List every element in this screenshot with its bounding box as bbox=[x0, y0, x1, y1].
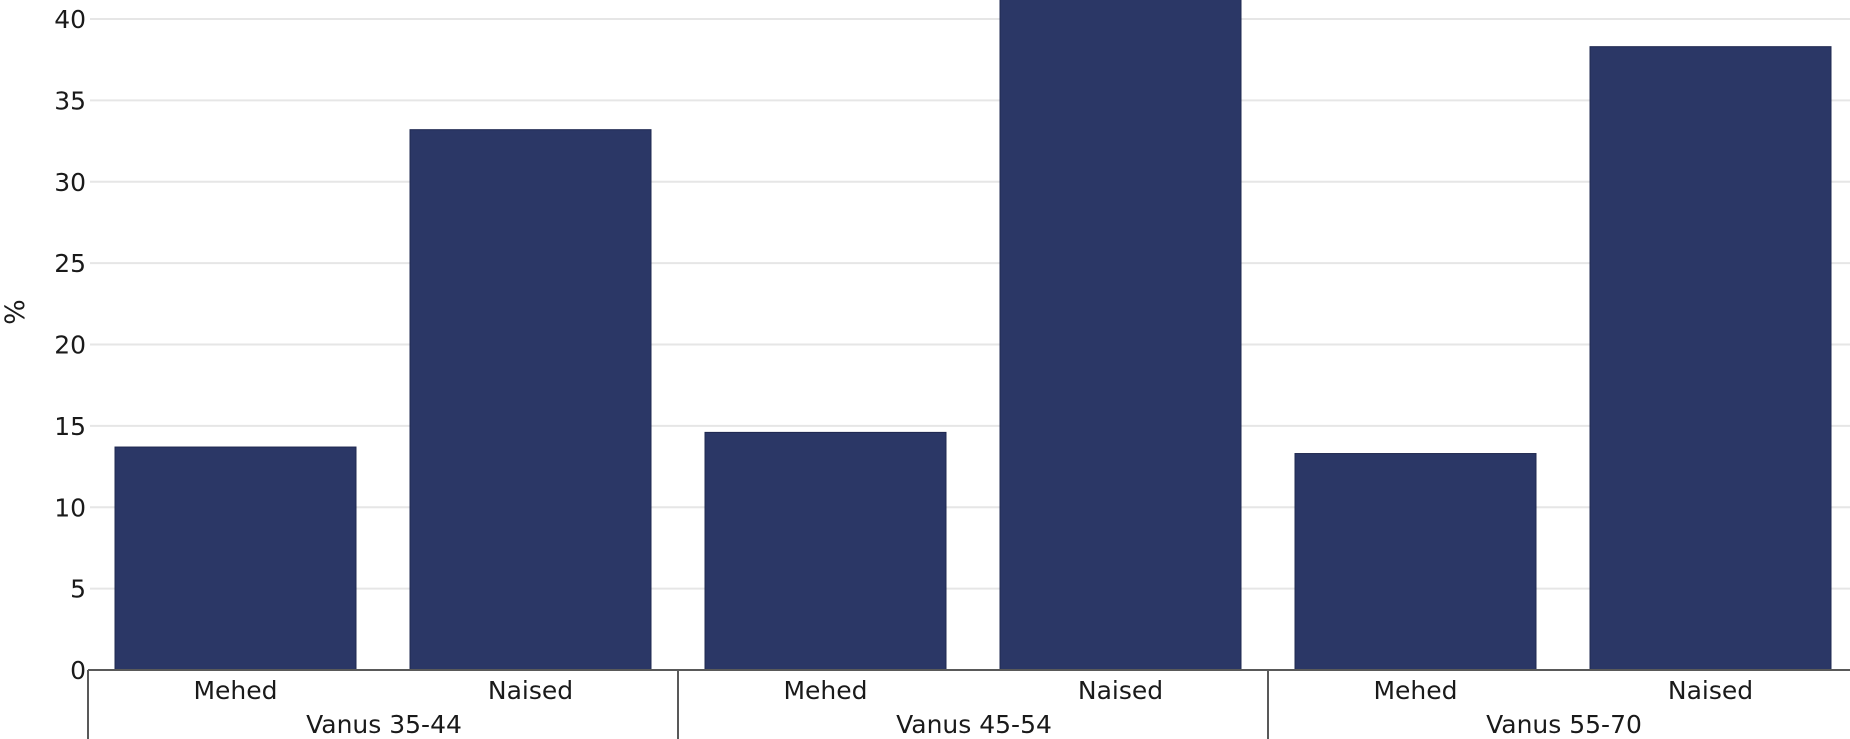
x-category-label: Naised bbox=[488, 676, 573, 705]
axes bbox=[87, 669, 1850, 739]
x-category-label: Naised bbox=[1668, 676, 1753, 705]
bar bbox=[999, 0, 1242, 671]
x-category-label: Mehed bbox=[1373, 676, 1457, 705]
x-category-label: Naised bbox=[1078, 676, 1163, 705]
y-tick-label: 5 bbox=[70, 575, 86, 604]
bar bbox=[1589, 46, 1832, 671]
bar bbox=[114, 446, 357, 671]
y-tick-label: 0 bbox=[70, 656, 86, 685]
x-group-label: Vanus 45-54 bbox=[896, 710, 1052, 739]
y-tick-label: 40 bbox=[54, 5, 86, 34]
x-category-label: Mehed bbox=[193, 676, 277, 705]
y-tick-label: 35 bbox=[54, 86, 86, 115]
y-tick-label: 25 bbox=[54, 249, 86, 278]
x-group-label: Vanus 55-70 bbox=[1486, 710, 1642, 739]
bar bbox=[409, 129, 652, 671]
y-tick-label: 10 bbox=[54, 493, 86, 522]
x-group-label: Vanus 35-44 bbox=[306, 710, 462, 739]
x-category-labels: Mehed Naised Mehed Naised Mehed Naised bbox=[193, 676, 1753, 705]
y-tick-label: 20 bbox=[54, 331, 86, 360]
y-tick-labels: 0 5 10 15 20 25 30 35 40 bbox=[54, 5, 86, 685]
y-tick-label: 30 bbox=[54, 168, 86, 197]
y-tick-label: 15 bbox=[54, 412, 86, 441]
bar bbox=[1294, 453, 1537, 671]
y-axis-title: % bbox=[0, 299, 31, 325]
gridlines bbox=[90, 18, 1850, 590]
group-labels: Vanus 35-44 Vanus 45-54 Vanus 55-70 bbox=[306, 710, 1642, 739]
bars bbox=[114, 0, 1832, 671]
bar bbox=[704, 431, 947, 671]
x-category-label: Mehed bbox=[783, 676, 867, 705]
